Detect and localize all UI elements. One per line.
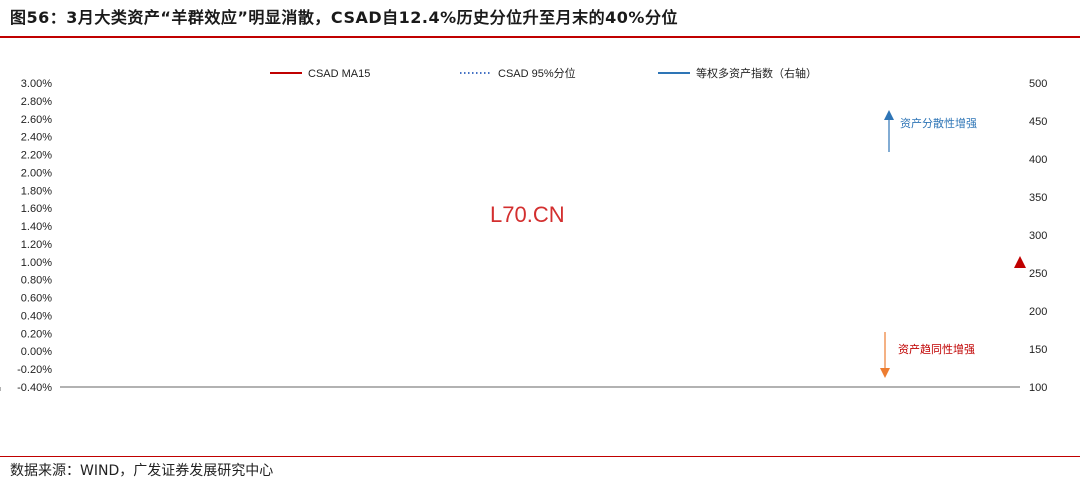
annotation-arrowhead-up: [884, 110, 894, 120]
y-right-tick-label: 500: [1029, 78, 1047, 90]
source-rule: [0, 456, 1080, 457]
legend-label: CSAD MA15: [308, 68, 370, 80]
legend-label: 等权多资产指数（右轴）: [696, 66, 817, 80]
y-right-tick-label: 300: [1029, 230, 1047, 242]
y-right-tick-label: 400: [1029, 154, 1047, 166]
y-left-tick-label: -0.20%: [17, 364, 52, 376]
chart: -0.40% -0.20% 0.00% 0.20% 0.40% 0.60% 0.80% 1.0…: [0, 40, 1047, 394]
y-right-tick-label: 150: [1029, 344, 1047, 356]
y-left-tick-label: 2.00%: [21, 167, 52, 179]
annotation-arrowhead-down: [880, 368, 890, 378]
watermark-text: L70.CN: [490, 202, 565, 227]
annotation-label: 资产分散性增强: [900, 116, 977, 130]
y-right-tick-label: 100: [1029, 382, 1047, 394]
legend: CSAD MA15 CSAD 95%分位 等权多资产指数（右轴）: [270, 66, 817, 80]
y-left-tick-label: 0.80%: [21, 275, 52, 287]
y-left-tick-label: 1.20%: [21, 239, 52, 251]
source-note: 数据来源：WIND，广发证券发展研究中心: [10, 463, 274, 479]
axes: -0.40% -0.20% 0.00% 0.20% 0.40% 0.60% 0.80% 1.0…: [0, 78, 1047, 394]
y-left-tick-label: 0.00%: [21, 346, 52, 358]
y-right-tick-label: 200: [1029, 306, 1047, 318]
y-left-tick-label: 2.20%: [21, 150, 52, 162]
y-left-tick-label: 2.80%: [21, 96, 52, 108]
y-left-tick-label: 1.40%: [21, 221, 52, 233]
y-left-tick-label: 1.00%: [21, 257, 52, 269]
y-right-tick-label: 250: [1029, 268, 1047, 280]
y-left-tick-label: 3.00%: [21, 78, 52, 90]
y-right-tick-label: 450: [1029, 116, 1047, 128]
y-left-tick-label: 0.40%: [21, 310, 52, 322]
annotation-label: 资产趋同性增强: [898, 342, 975, 356]
title-rule: [0, 36, 1080, 38]
y-left-tick-label: 1.80%: [21, 185, 52, 197]
y-left-tick-label: -0.40%: [17, 382, 52, 394]
y-left-tick-label: 2.40%: [21, 132, 52, 144]
csad-rise-arrowhead: [1014, 256, 1026, 268]
y-right-tick-label: 350: [1029, 192, 1047, 204]
y-left-tick-label: 2.60%: [21, 114, 52, 126]
figure-title: 图56：3月大类资产“羊群效应”明显消散，CSAD自12.4%历史分位升至月末的…: [10, 8, 678, 27]
y-left-tick-label: 1.60%: [21, 203, 52, 215]
y-left-tick-label: 0.60%: [21, 293, 52, 305]
legend-label: CSAD 95%分位: [498, 66, 576, 80]
y-left-tick-label: 0.20%: [21, 328, 52, 340]
